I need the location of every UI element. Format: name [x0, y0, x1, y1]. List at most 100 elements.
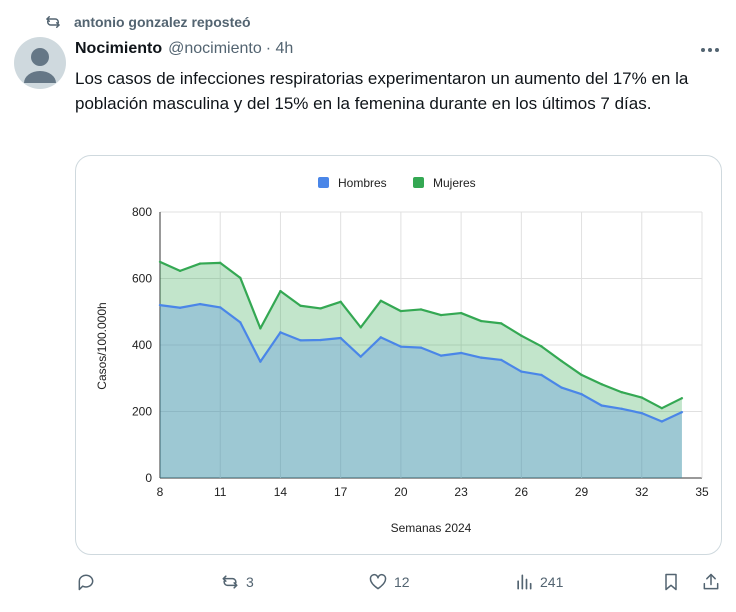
point-hombres — [319, 338, 322, 342]
x-tick-label: 11 — [214, 485, 227, 499]
tweet-actions: 3 12 241 — [0, 570, 736, 600]
point-mujeres — [439, 313, 443, 317]
point-mujeres — [379, 299, 383, 302]
point-mujeres — [359, 326, 362, 329]
repost-icon — [46, 16, 60, 28]
point-hombres — [158, 303, 162, 307]
point-mujeres — [500, 322, 503, 325]
legend-swatch-hombres — [318, 177, 329, 188]
point-mujeres — [479, 319, 483, 323]
analytics-icon — [517, 574, 532, 590]
point-mujeres — [239, 276, 242, 280]
point-hombres — [419, 346, 423, 349]
point-mujeres — [580, 373, 583, 377]
point-hombres — [620, 407, 623, 411]
default-avatar-icon — [24, 48, 56, 83]
legend-label-mujeres: Mujeres — [433, 176, 476, 190]
legend-swatch-mujeres — [413, 177, 424, 188]
point-mujeres — [520, 334, 523, 337]
x-axis-label: Semanas 2024 — [391, 521, 472, 535]
point-hombres — [379, 336, 383, 339]
views-button[interactable]: 241 — [514, 572, 563, 592]
repost-header: antonio gonzalez reposteó — [44, 12, 251, 32]
point-hombres — [660, 420, 664, 423]
tweet-header: Nocimiento @nocimiento · 4h — [75, 40, 293, 58]
dot-icon — [708, 48, 712, 52]
point-mujeres — [600, 383, 603, 386]
point-hombres — [279, 331, 282, 334]
repost-button[interactable]: 3 — [220, 572, 254, 592]
point-mujeres — [319, 307, 322, 310]
point-hombres — [359, 355, 362, 358]
x-tick-label: 14 — [274, 485, 288, 499]
view-count: 241 — [540, 574, 564, 590]
point-mujeres — [339, 300, 342, 303]
point-mujeres — [620, 391, 623, 394]
like-button[interactable]: 12 — [368, 572, 410, 592]
point-hombres — [439, 354, 443, 357]
point-hombres — [580, 393, 583, 396]
point-mujeres — [419, 308, 423, 311]
point-hombres — [640, 411, 643, 415]
dot-icon — [715, 48, 719, 52]
bookmark-icon — [665, 573, 677, 591]
point-hombres — [520, 370, 523, 373]
point-mujeres — [198, 262, 202, 265]
point-hombres — [299, 339, 302, 342]
point-hombres — [680, 410, 684, 414]
point-mujeres — [560, 359, 563, 363]
x-tick-label: 17 — [334, 485, 348, 499]
more-options-button[interactable] — [698, 40, 722, 60]
legend-label-hombres: Hombres — [338, 176, 387, 190]
point-hombres — [540, 373, 543, 377]
avatar[interactable] — [14, 37, 66, 89]
point-hombres — [259, 360, 262, 363]
reply-icon — [78, 574, 94, 591]
tweet-time[interactable]: · 4h — [265, 40, 294, 57]
repost-count: 3 — [246, 574, 254, 590]
point-mujeres — [640, 396, 643, 399]
y-tick-label: 0 — [145, 471, 152, 485]
heart-icon — [369, 573, 387, 590]
point-hombres — [178, 306, 182, 309]
share-icon — [703, 573, 719, 590]
point-hombres — [459, 351, 463, 355]
point-hombres — [219, 306, 222, 309]
point-hombres — [479, 356, 483, 359]
author-name[interactable]: Nocimiento — [75, 40, 163, 57]
point-hombres — [560, 386, 563, 389]
chart-card[interactable]: Hombres Mujeres 0 200 400 600 800 8 11 14 17 20 23… — [75, 155, 722, 555]
point-mujeres — [660, 406, 664, 410]
repost-icon — [222, 575, 238, 589]
x-tick-label: 23 — [454, 485, 468, 499]
point-mujeres — [219, 261, 222, 265]
y-tick-label: 400 — [132, 338, 152, 352]
tweet-text: Los casos de infecciones respiratorias e… — [75, 69, 689, 113]
bookmark-button[interactable] — [661, 572, 681, 592]
x-tick-label: 26 — [515, 485, 529, 499]
y-tick-label: 800 — [132, 205, 152, 219]
point-hombres — [600, 404, 603, 407]
share-button[interactable] — [701, 572, 721, 592]
point-mujeres — [279, 289, 282, 293]
y-axis-label: Casos/100.000h — [95, 302, 109, 389]
area-hombres — [160, 304, 682, 478]
area-mujeres — [160, 261, 682, 478]
x-tick-label: 32 — [635, 485, 649, 499]
reply-button[interactable] — [76, 572, 102, 592]
author-handle[interactable]: @nocimiento — [168, 40, 262, 57]
x-tick-label: 8 — [157, 485, 164, 499]
point-mujeres — [399, 309, 403, 313]
dot-icon — [701, 48, 705, 52]
point-mujeres — [299, 304, 302, 307]
x-tick-label: 20 — [394, 485, 408, 499]
point-hombres — [198, 302, 202, 306]
y-tick-label: 200 — [132, 405, 152, 419]
x-tick-label: 29 — [575, 485, 589, 499]
point-mujeres — [158, 260, 162, 264]
point-hombres — [339, 336, 342, 340]
point-mujeres — [178, 269, 182, 273]
point-hombres — [500, 358, 503, 362]
point-mujeres — [259, 327, 262, 330]
point-hombres — [239, 321, 242, 324]
